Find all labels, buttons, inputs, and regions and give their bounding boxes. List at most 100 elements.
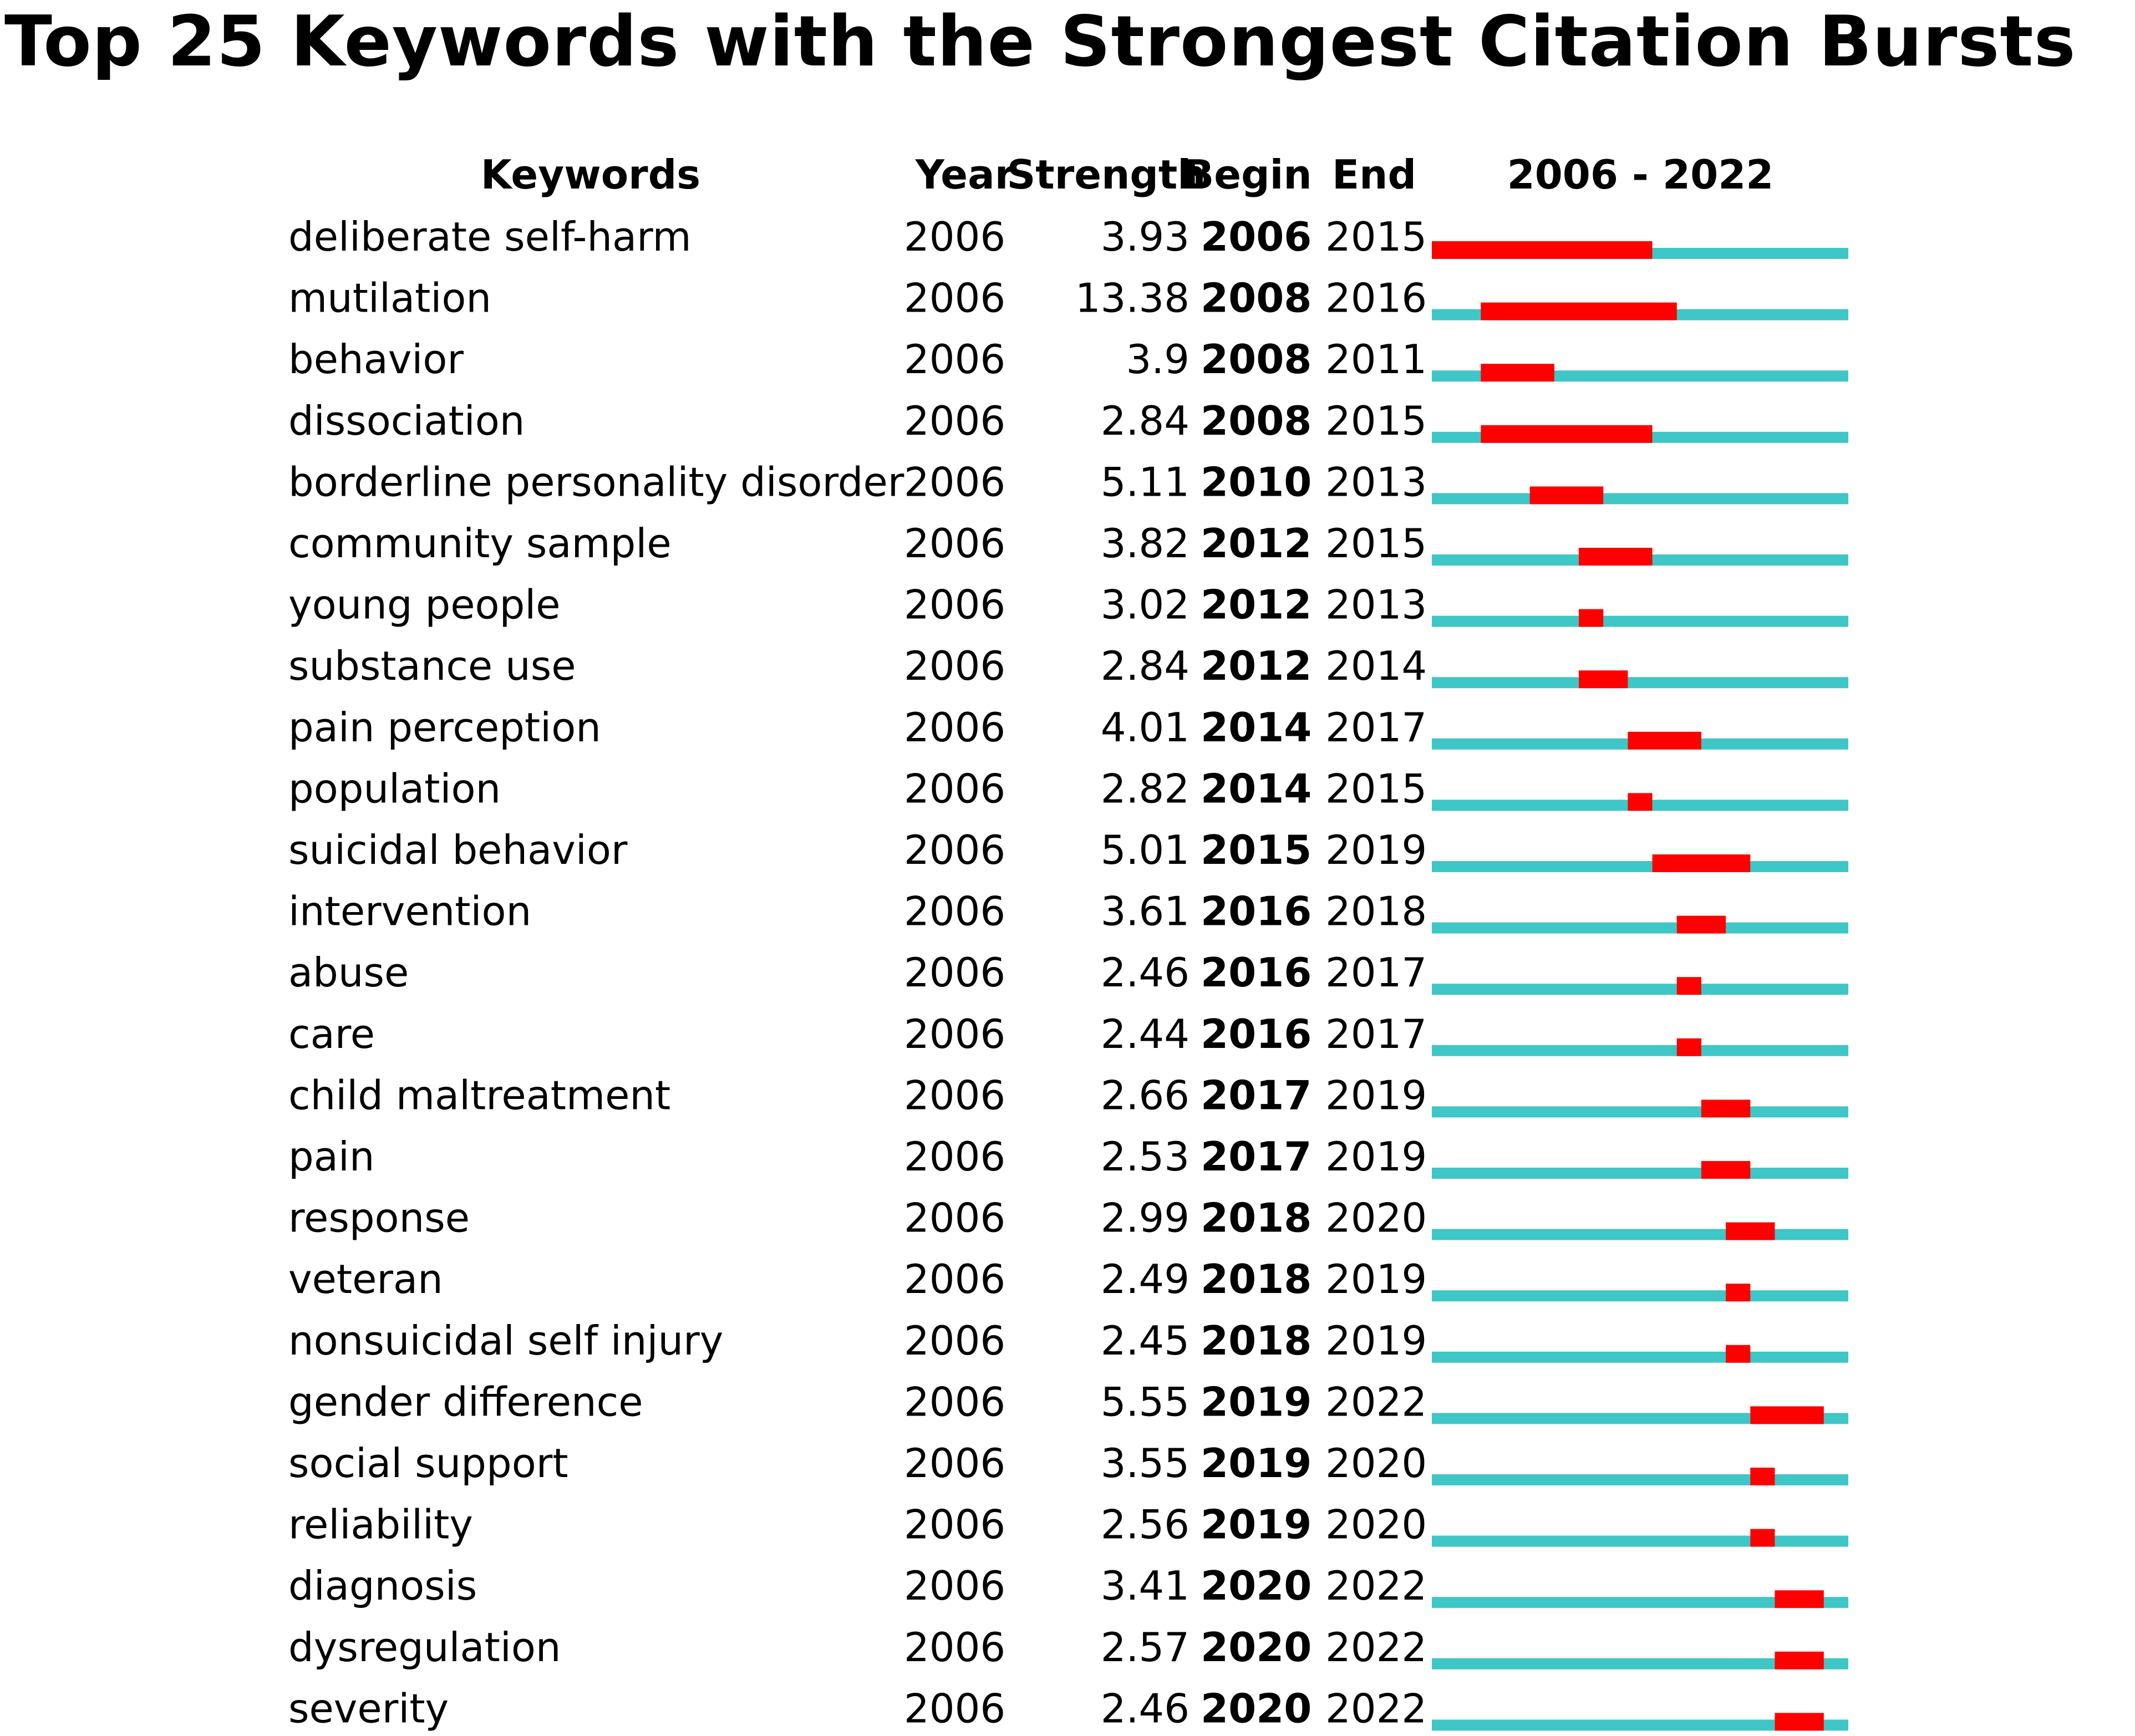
begin-value: 2020 xyxy=(1201,1624,1312,1671)
begin-value: 2006 xyxy=(1201,213,1312,260)
burst-bar xyxy=(1579,609,1604,627)
strength-value: 5.01 xyxy=(1101,827,1190,873)
end-value: 2022 xyxy=(1325,1562,1427,1609)
burst-bar xyxy=(1750,1406,1824,1424)
timeline-baseline xyxy=(1432,1719,1848,1731)
timeline-baseline xyxy=(1432,1535,1848,1547)
strength-value: 2.99 xyxy=(1101,1195,1190,1241)
end-value: 2020 xyxy=(1325,1440,1427,1486)
chart-title: Top 25 Keywords with the Strongest Citat… xyxy=(4,1,2076,82)
burst-bar xyxy=(1652,854,1751,872)
year-value: 2006 xyxy=(904,213,1005,260)
burst-bar xyxy=(1481,364,1554,382)
year-value: 2006 xyxy=(904,520,1005,567)
burst-bar xyxy=(1750,1529,1775,1547)
begin-value: 2008 xyxy=(1201,275,1312,322)
keyword-label: suicidal behavior xyxy=(288,827,628,873)
begin-value: 2016 xyxy=(1201,1011,1312,1057)
header-range: 2006 - 2022 xyxy=(1507,151,1774,198)
year-value: 2006 xyxy=(904,888,1005,935)
timeline-baseline xyxy=(1432,984,1848,995)
burst-bar xyxy=(1481,302,1677,320)
keyword-label: population xyxy=(288,765,501,812)
keyword-label: community sample xyxy=(288,520,672,567)
begin-value: 2018 xyxy=(1201,1256,1312,1302)
strength-value: 3.93 xyxy=(1101,213,1190,260)
header-keywords: Keywords xyxy=(481,151,700,198)
timeline-baseline xyxy=(1432,1290,1848,1302)
begin-value: 2016 xyxy=(1201,888,1312,935)
year-value: 2006 xyxy=(904,1501,1005,1548)
burst-bar xyxy=(1726,1345,1751,1363)
end-value: 2018 xyxy=(1325,888,1427,935)
year-value: 2006 xyxy=(904,1624,1005,1671)
keyword-label: dysregulation xyxy=(288,1624,561,1671)
end-value: 2015 xyxy=(1325,398,1427,444)
end-value: 2019 xyxy=(1325,1133,1427,1180)
burst-bar xyxy=(1676,1038,1701,1056)
burst-bar xyxy=(1579,670,1628,689)
keyword-label: veteran xyxy=(288,1256,443,1302)
strength-value: 2.84 xyxy=(1101,643,1190,689)
timeline-baseline xyxy=(1432,1168,1848,1179)
strength-value: 2.53 xyxy=(1101,1133,1190,1180)
keyword-label: mutilation xyxy=(288,275,491,322)
end-value: 2013 xyxy=(1325,582,1427,628)
year-value: 2006 xyxy=(904,1072,1005,1118)
year-value: 2006 xyxy=(904,765,1005,812)
keyword-label: pain perception xyxy=(288,704,601,751)
begin-value: 2020 xyxy=(1201,1562,1312,1609)
year-value: 2006 xyxy=(904,949,1005,996)
burst-bar xyxy=(1432,241,1653,259)
year-value: 2006 xyxy=(904,1562,1005,1609)
burst-bar xyxy=(1628,731,1701,750)
keyword-label: intervention xyxy=(288,888,531,935)
timeline-baseline xyxy=(1432,1413,1848,1424)
strength-value: 3.9 xyxy=(1126,336,1190,383)
year-value: 2006 xyxy=(904,1378,1005,1425)
burst-bar xyxy=(1775,1590,1824,1608)
keyword-label: behavior xyxy=(288,336,464,383)
strength-value: 2.46 xyxy=(1101,1685,1190,1732)
burst-bar xyxy=(1701,1099,1751,1118)
burst-bar xyxy=(1529,486,1604,505)
begin-value: 2020 xyxy=(1201,1685,1312,1732)
year-value: 2006 xyxy=(904,1440,1005,1486)
year-value: 2006 xyxy=(904,275,1005,322)
keyword-label: dissociation xyxy=(288,398,525,444)
end-value: 2019 xyxy=(1325,827,1427,873)
year-value: 2006 xyxy=(904,704,1005,751)
timeline-baseline xyxy=(1432,1474,1848,1485)
burst-bar xyxy=(1701,1161,1751,1179)
begin-value: 2008 xyxy=(1201,398,1312,444)
year-value: 2006 xyxy=(904,827,1005,873)
end-value: 2022 xyxy=(1325,1378,1427,1425)
year-value: 2006 xyxy=(904,1195,1005,1241)
strength-value: 3.02 xyxy=(1101,582,1190,628)
begin-value: 2017 xyxy=(1201,1072,1312,1118)
year-value: 2006 xyxy=(904,1011,1005,1057)
year-value: 2006 xyxy=(904,1256,1005,1302)
begin-value: 2017 xyxy=(1201,1133,1312,1180)
burst-bar xyxy=(1775,1713,1824,1731)
header-year: Year xyxy=(915,151,1015,198)
timeline-baseline xyxy=(1432,1045,1848,1056)
header-begin: Begin xyxy=(1183,151,1312,198)
timeline-baseline xyxy=(1432,1229,1848,1240)
keyword-label: pain xyxy=(288,1133,374,1180)
burst-bar xyxy=(1676,977,1701,995)
begin-value: 2010 xyxy=(1201,459,1312,505)
year-value: 2006 xyxy=(904,1317,1005,1364)
strength-value: 3.55 xyxy=(1101,1440,1190,1486)
end-value: 2017 xyxy=(1325,949,1427,996)
burst-bar xyxy=(1726,1284,1751,1302)
begin-value: 2012 xyxy=(1201,520,1312,567)
timeline-baseline xyxy=(1432,1658,1848,1669)
keyword-label: severity xyxy=(288,1685,449,1732)
strength-value: 2.56 xyxy=(1101,1501,1190,1548)
header-strength: Strength xyxy=(1006,151,1206,198)
end-value: 2022 xyxy=(1325,1624,1427,1671)
strength-value: 2.82 xyxy=(1101,765,1190,812)
